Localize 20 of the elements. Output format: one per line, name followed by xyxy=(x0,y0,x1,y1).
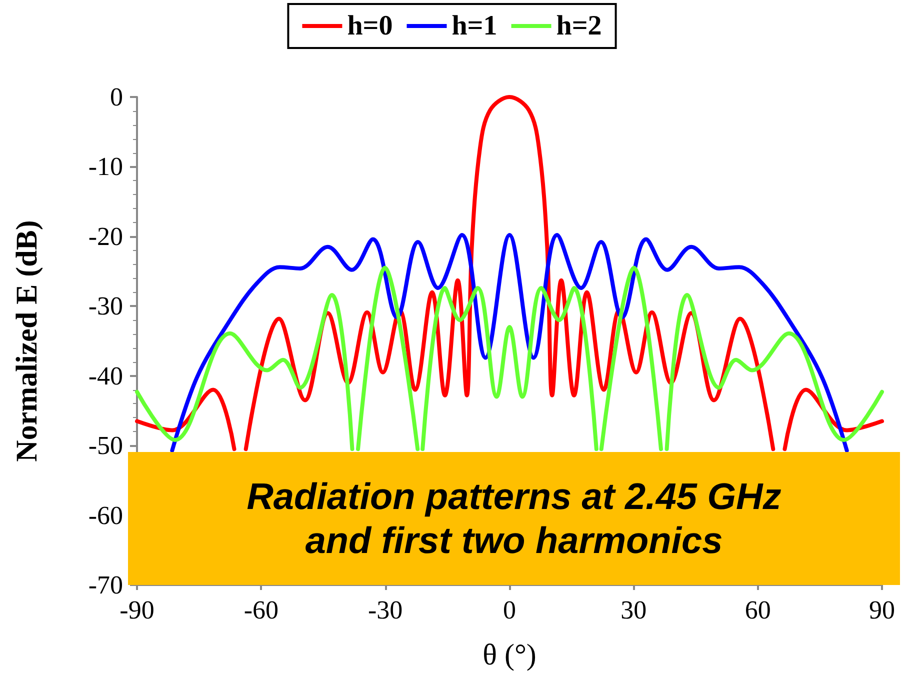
legend-label: h=1 xyxy=(452,10,498,42)
line-series xyxy=(170,233,849,452)
y-tick-label: -20 xyxy=(88,222,123,251)
caption-box: Radiation patterns at 2.45 GHz and first two harmonics xyxy=(128,452,900,585)
y-tick-label: -60 xyxy=(88,500,123,530)
x-tick-label: -60 xyxy=(244,596,279,624)
y-tick-label: -50 xyxy=(88,431,123,460)
x-tick-label: 30 xyxy=(620,596,647,624)
x-axis-title: θ (°) xyxy=(482,638,536,672)
legend-label: h=0 xyxy=(347,10,393,42)
legend-label: h=2 xyxy=(556,10,602,42)
x-tick-label: -30 xyxy=(368,596,403,624)
y-tick-label: -10 xyxy=(88,152,123,182)
y-axis-title: Normalized E (dB) xyxy=(10,220,44,462)
y-tick-label: -40 xyxy=(88,361,123,390)
y-tick-label: -30 xyxy=(88,292,123,321)
x-tick-label: 90 xyxy=(869,596,895,624)
x-tick-label: 60 xyxy=(744,596,771,624)
y-tick-label: 0 xyxy=(110,82,123,112)
x-tick-label: 0 xyxy=(503,596,516,624)
